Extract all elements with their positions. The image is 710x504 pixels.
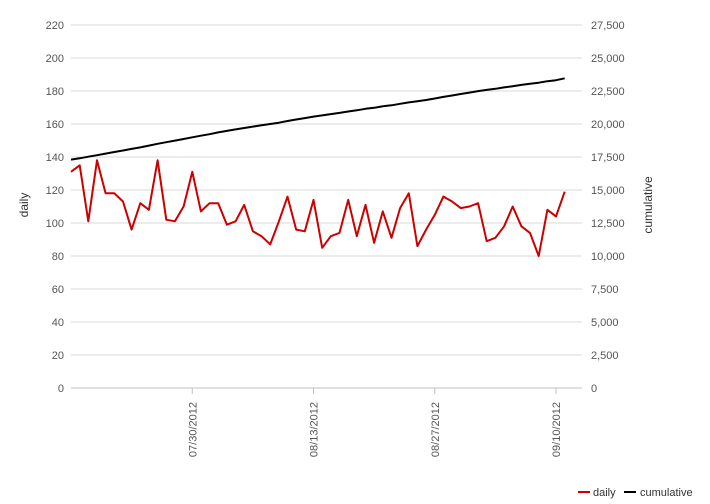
left-tick-label: 20 (52, 350, 64, 362)
legend-label-daily[interactable]: daily (593, 487, 616, 499)
right-tick-label: 7,500 (591, 284, 619, 296)
right-tick-label: 2,500 (591, 350, 619, 362)
right-tick-label: 27,500 (591, 20, 625, 32)
right-tick-label: 12,500 (591, 218, 625, 230)
right-tick-label: 25,000 (591, 53, 625, 65)
x-tick-label: 08/27/2012 (430, 402, 442, 457)
left-tick-label: 40 (52, 317, 64, 329)
legend: daily cumulative (578, 487, 693, 499)
left-tick-label: 60 (52, 284, 64, 296)
right-axis-ticks: 0 2,500 5,000 7,500 10,000 12,500 15,000 17,500… (591, 20, 625, 395)
x-tick-label: 07/30/2012 (187, 402, 199, 457)
x-tick-label: 08/13/2012 (309, 402, 321, 457)
x-axis: 07/30/2012 08/13/2012 08/27/2012 09/10/2012 (71, 388, 582, 457)
left-tick-label: 200 (46, 53, 64, 65)
left-tick-label: 120 (46, 185, 64, 197)
x-tick-label: 09/10/2012 (551, 402, 563, 457)
legend-label-cumulative[interactable]: cumulative (640, 487, 693, 499)
grid-lines (71, 25, 582, 388)
series-lines (71, 78, 565, 256)
left-tick-label: 180 (46, 86, 64, 98)
left-tick-label: 100 (46, 218, 64, 230)
left-tick-label: 80 (52, 251, 64, 263)
left-tick-label: 0 (58, 383, 64, 395)
right-tick-label: 15,000 (591, 185, 625, 197)
right-axis-title: cumulative (641, 176, 655, 234)
left-axis-ticks: 0 20 40 60 80 100 120 140 160 180 200 220 (46, 20, 64, 395)
series-line-daily (71, 160, 565, 256)
right-tick-label: 10,000 (591, 251, 625, 263)
left-axis-title: daily (17, 193, 31, 218)
series-line-cumulative (71, 78, 565, 159)
left-tick-label: 140 (46, 152, 64, 164)
right-tick-label: 5,000 (591, 317, 619, 329)
left-tick-label: 220 (46, 20, 64, 32)
right-tick-label: 0 (591, 383, 597, 395)
right-tick-label: 20,000 (591, 119, 625, 131)
left-tick-label: 160 (46, 119, 64, 131)
right-tick-label: 22,500 (591, 86, 625, 98)
right-tick-label: 17,500 (591, 152, 625, 164)
